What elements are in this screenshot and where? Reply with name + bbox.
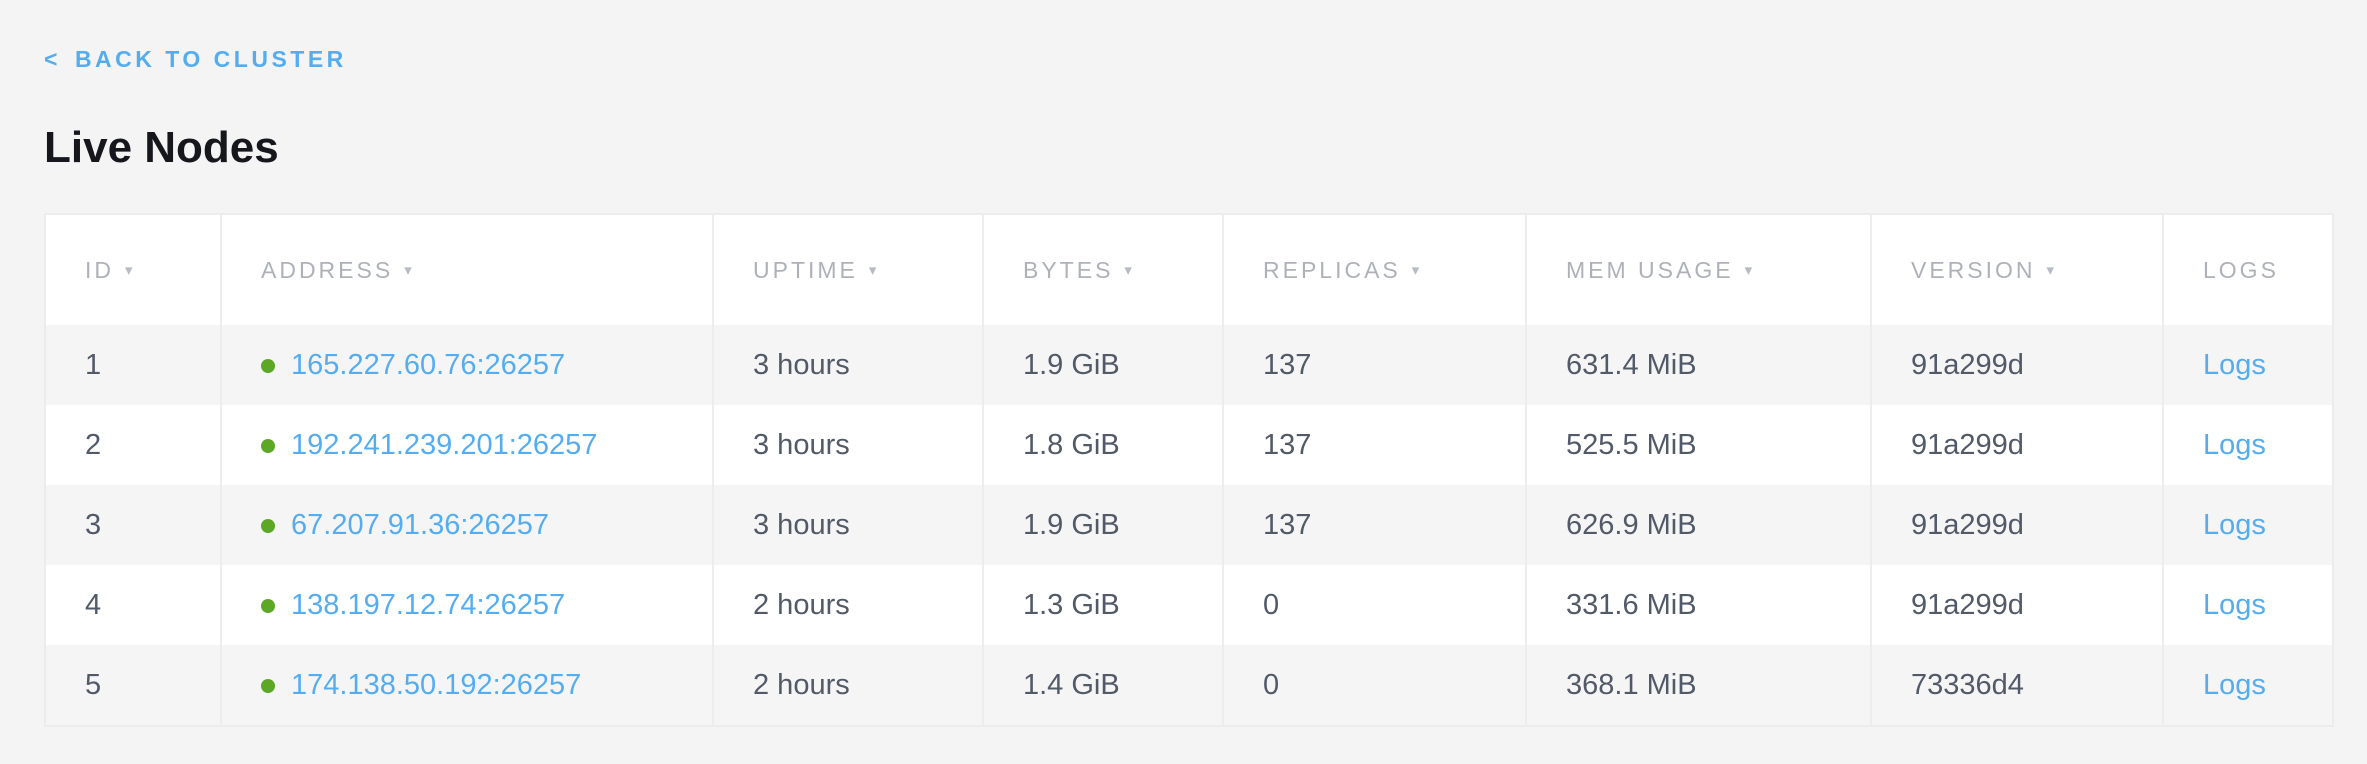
node-logs-cell: Logs: [2164, 405, 2332, 485]
node-logs-link[interactable]: Logs: [2203, 588, 2266, 621]
node-mem-usage-cell: 368.1 MiB: [1527, 645, 1872, 725]
node-live-status-icon: [261, 518, 275, 533]
node-live-status-icon: [261, 438, 275, 453]
node-address-cell: 192.241.239.201:26257: [222, 405, 714, 485]
node-address-cell: 67.207.91.36:26257: [222, 485, 714, 565]
node-address-link[interactable]: 174.138.50.192:26257: [291, 668, 582, 701]
node-address-link[interactable]: 138.197.12.74:26257: [291, 588, 566, 621]
sort-down-icon: ▾: [1744, 261, 1756, 279]
node-version-cell: 91a299d: [1872, 565, 2164, 645]
node-id-cell: 2: [46, 405, 222, 485]
node-row: 4 138.197.12.74:26257 2 hours 1.3 GiB 0 …: [46, 565, 2332, 645]
live-nodes-page: < Back to Cluster Live Nodes ID ▾ Address…: [44, 44, 2334, 727]
sort-down-icon: ▾: [1411, 261, 1423, 279]
sort-down-icon: ▾: [404, 261, 415, 279]
node-live-status-icon: [261, 678, 275, 693]
node-address-link[interactable]: 192.241.239.201:26257: [291, 428, 598, 461]
node-row: 2 192.241.239.201:26257 3 hours 1.8 GiB …: [46, 405, 2332, 485]
node-live-status-icon: [261, 358, 275, 373]
back-chevron-icon: <: [44, 46, 61, 72]
node-logs-cell: Logs: [2164, 325, 2332, 405]
live-nodes-table: ID ▾ Address ▾ Uptime ▾ Bytes ▾ Replicas ▾ Me…: [44, 213, 2334, 727]
node-logs-cell: Logs: [2164, 485, 2332, 565]
back-link-label: Back to Cluster: [74, 46, 347, 72]
column-label: Logs: [2203, 256, 2279, 283]
node-row: 5 174.138.50.192:26257 2 hours 1.4 GiB 0…: [46, 645, 2332, 725]
node-id-cell: 3: [46, 485, 222, 565]
node-replicas-cell: 137: [1224, 325, 1527, 405]
column-label: Address: [261, 256, 394, 283]
node-replicas-cell: 0: [1224, 645, 1527, 725]
node-bytes-cell: 1.9 GiB: [984, 485, 1224, 565]
page-title: Live Nodes: [44, 123, 279, 172]
node-address-link[interactable]: 165.227.60.76:26257: [291, 348, 566, 381]
column-header-mem-usage[interactable]: Mem Usage ▾: [1527, 215, 1872, 325]
column-header-uptime[interactable]: Uptime ▾: [714, 215, 984, 325]
node-uptime-cell: 3 hours: [714, 405, 984, 485]
column-label: Bytes: [1023, 256, 1114, 283]
column-label: Mem Usage: [1566, 256, 1734, 283]
node-replicas-cell: 137: [1224, 405, 1527, 485]
table-body: 1 165.227.60.76:26257 3 hours 1.9 GiB 13…: [46, 325, 2332, 725]
node-uptime-cell: 3 hours: [714, 485, 984, 565]
node-logs-link[interactable]: Logs: [2203, 508, 2266, 541]
node-row: 1 165.227.60.76:26257 3 hours 1.9 GiB 13…: [46, 325, 2332, 405]
node-replicas-cell: 137: [1224, 485, 1527, 565]
node-mem-usage-cell: 631.4 MiB: [1527, 325, 1872, 405]
node-bytes-cell: 1.4 GiB: [984, 645, 1224, 725]
node-id-cell: 1: [46, 325, 222, 405]
node-address-cell: 165.227.60.76:26257: [222, 325, 714, 405]
node-uptime-cell: 3 hours: [714, 325, 984, 405]
column-label: Version: [1911, 256, 2036, 283]
node-address-link[interactable]: 67.207.91.36:26257: [291, 508, 550, 541]
node-logs-link[interactable]: Logs: [2203, 348, 2266, 381]
node-logs-link[interactable]: Logs: [2203, 428, 2266, 461]
column-label: Replicas: [1263, 256, 1401, 283]
column-label: Uptime: [753, 256, 858, 283]
sort-down-icon: ▾: [2046, 261, 2058, 279]
table-header: ID ▾ Address ▾ Uptime ▾ Bytes ▾ Replicas ▾ Me…: [46, 215, 2332, 325]
node-address-cell: 174.138.50.192:26257: [222, 645, 714, 725]
node-version-cell: 91a299d: [1872, 405, 2164, 485]
node-live-status-icon: [261, 598, 275, 613]
column-label: ID: [85, 256, 114, 283]
column-header-id[interactable]: ID ▾: [46, 215, 222, 325]
column-header-version[interactable]: Version ▾: [1872, 215, 2164, 325]
node-logs-cell: Logs: [2164, 645, 2332, 725]
node-bytes-cell: 1.9 GiB: [984, 325, 1224, 405]
sort-down-icon: ▾: [1124, 261, 1135, 279]
column-header-replicas[interactable]: Replicas ▾: [1224, 215, 1527, 325]
sort-down-icon: ▾: [125, 261, 136, 279]
node-bytes-cell: 1.8 GiB: [984, 405, 1224, 485]
node-mem-usage-cell: 525.5 MiB: [1527, 405, 1872, 485]
node-replicas-cell: 0: [1224, 565, 1527, 645]
node-row: 3 67.207.91.36:26257 3 hours 1.9 GiB 137…: [46, 485, 2332, 565]
back-to-cluster-link[interactable]: < Back to Cluster: [44, 44, 347, 74]
column-header-logs: Logs: [2164, 215, 2332, 325]
node-bytes-cell: 1.3 GiB: [984, 565, 1224, 645]
node-version-cell: 91a299d: [1872, 325, 2164, 405]
node-mem-usage-cell: 331.6 MiB: [1527, 565, 1872, 645]
node-version-cell: 73336d4: [1872, 645, 2164, 725]
node-mem-usage-cell: 626.9 MiB: [1527, 485, 1872, 565]
node-version-cell: 91a299d: [1872, 485, 2164, 565]
sort-down-icon: ▾: [868, 261, 880, 279]
node-uptime-cell: 2 hours: [714, 565, 984, 645]
node-uptime-cell: 2 hours: [714, 645, 984, 725]
node-id-cell: 4: [46, 565, 222, 645]
node-id-cell: 5: [46, 645, 222, 725]
node-logs-cell: Logs: [2164, 565, 2332, 645]
column-header-address[interactable]: Address ▾: [222, 215, 714, 325]
column-header-bytes[interactable]: Bytes ▾: [984, 215, 1224, 325]
node-logs-link[interactable]: Logs: [2203, 668, 2266, 701]
node-address-cell: 138.197.12.74:26257: [222, 565, 714, 645]
